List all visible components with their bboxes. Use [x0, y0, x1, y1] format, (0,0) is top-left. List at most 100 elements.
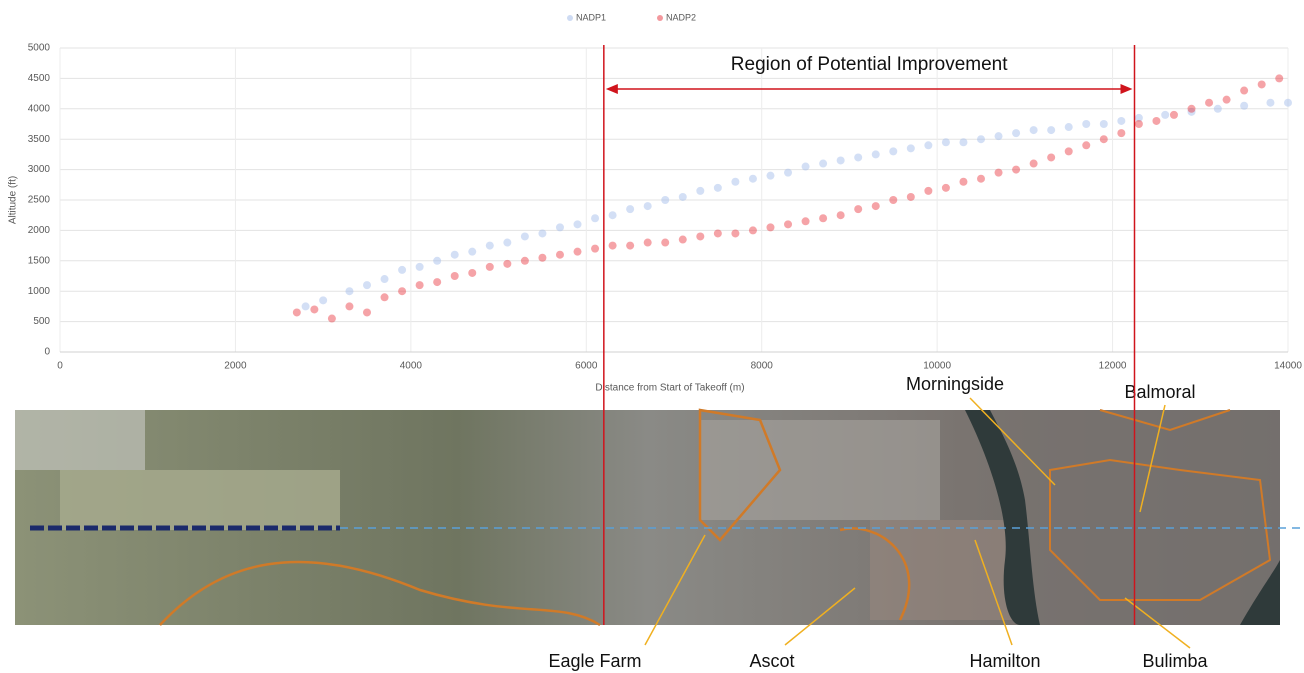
point [661, 196, 670, 204]
point [906, 144, 915, 153]
point [1012, 165, 1021, 174]
point [573, 247, 582, 256]
point [696, 232, 705, 241]
point [801, 162, 810, 171]
legend-marker [567, 15, 573, 21]
point [766, 171, 775, 180]
point [573, 220, 582, 229]
point [1047, 126, 1056, 135]
point [1117, 116, 1126, 125]
point [1099, 135, 1108, 144]
point [731, 229, 740, 238]
y-tick-label: 2500 [28, 195, 51, 206]
point [1240, 86, 1249, 95]
y-tick-label: 3500 [28, 134, 51, 145]
point [485, 241, 494, 250]
legend-marker [657, 15, 663, 21]
point [889, 147, 898, 156]
point [977, 135, 985, 144]
point [854, 205, 863, 214]
point [555, 223, 564, 232]
point [959, 138, 968, 147]
point [678, 192, 687, 201]
point [292, 308, 301, 317]
point [1029, 126, 1038, 135]
point [1205, 98, 1214, 107]
point [398, 265, 407, 274]
point [301, 302, 310, 311]
point [941, 138, 950, 147]
point [319, 296, 328, 305]
point [713, 229, 722, 238]
point [608, 241, 617, 250]
arrow-head [605, 84, 618, 94]
point [1012, 129, 1021, 138]
point [994, 168, 1003, 177]
x-tick-label: 10000 [923, 361, 951, 372]
point [626, 241, 635, 250]
point [520, 256, 529, 265]
point [538, 229, 547, 238]
x-tick-label: 12000 [1099, 361, 1127, 372]
point [678, 235, 687, 244]
point [1064, 123, 1073, 132]
point [1152, 116, 1161, 125]
point [1222, 95, 1231, 104]
point [1169, 110, 1178, 119]
point [1029, 159, 1038, 168]
point [871, 150, 880, 159]
x-tick-label: 4000 [400, 361, 423, 372]
point [871, 202, 880, 211]
point [924, 141, 933, 150]
point [941, 183, 950, 192]
point [1134, 120, 1143, 128]
x-tick-label: 8000 [751, 361, 774, 372]
y-tick-label: 1000 [28, 286, 51, 297]
point [415, 281, 424, 290]
y-tick-label: 5000 [28, 43, 51, 54]
point [924, 186, 933, 195]
point [591, 244, 600, 253]
arrow-head [1120, 84, 1133, 94]
point [643, 238, 652, 247]
y-tick-label: 2000 [28, 225, 51, 236]
map-label: Hamilton [969, 651, 1040, 671]
point [398, 287, 407, 296]
point [468, 268, 477, 277]
point [748, 226, 757, 235]
y-tick-label: 500 [33, 316, 50, 327]
point [1064, 147, 1073, 156]
y-tick-label: 0 [44, 347, 50, 358]
point [854, 153, 863, 162]
point [538, 253, 547, 262]
map-label: Balmoral [1124, 382, 1195, 402]
point [433, 256, 442, 265]
map-label: Ascot [749, 651, 794, 671]
point [1266, 98, 1275, 107]
point [1275, 74, 1284, 83]
point [801, 217, 810, 226]
point [450, 272, 459, 280]
point [1284, 98, 1292, 107]
point [906, 192, 915, 201]
map-label: Bulimba [1142, 651, 1208, 671]
point [1082, 141, 1091, 150]
point [468, 247, 477, 256]
point [363, 308, 371, 317]
point [994, 132, 1003, 141]
point [626, 205, 635, 214]
x-tick-label: 0 [57, 361, 63, 372]
point [1187, 107, 1196, 116]
point [555, 250, 564, 259]
point [345, 287, 354, 296]
point [661, 238, 670, 247]
point [503, 259, 512, 268]
y-tick-label: 1500 [28, 255, 51, 266]
point [485, 262, 494, 271]
point [959, 177, 968, 186]
point [608, 211, 617, 220]
annotation-text: Region of Potential Improvement [731, 54, 1008, 75]
point [380, 293, 389, 302]
point [836, 211, 845, 220]
